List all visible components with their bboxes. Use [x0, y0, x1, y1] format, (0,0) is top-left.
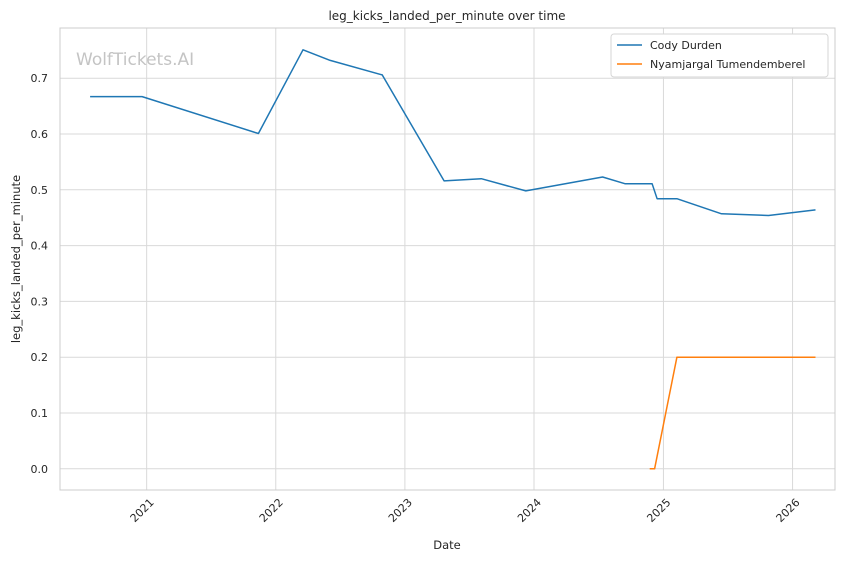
- y-tick-label: 0.4: [31, 240, 49, 253]
- y-axis-title: leg_kicks_landed_per_minute: [9, 175, 23, 343]
- x-tick-label: 2026: [774, 496, 803, 525]
- series-line-nyamjargal-tumendemberel: [649, 356, 816, 470]
- legend: Cody Durden Nyamjargal Tumendemberel: [610, 33, 829, 78]
- y-tick-label: 0.7: [31, 72, 49, 85]
- plot-frame: [59, 27, 836, 491]
- grid-lines: [60, 28, 835, 490]
- x-tick-label: 2024: [515, 496, 544, 525]
- watermark: WolfTickets.AI: [76, 50, 194, 70]
- y-tick-label: 0.0: [31, 463, 49, 476]
- legend-box: [610, 33, 829, 78]
- x-axis-title: Date: [433, 538, 461, 552]
- series-layer: [90, 49, 816, 470]
- x-tick-label: 2023: [386, 496, 415, 525]
- chart-title: leg_kicks_landed_per_minute over time: [328, 9, 565, 23]
- y-tick-label: 0.1: [31, 407, 49, 420]
- y-tick-label: 0.2: [31, 351, 49, 364]
- x-axis-ticks: 2021 2022 2023 2024 2025 2026: [128, 496, 803, 525]
- y-tick-label: 0.3: [31, 295, 49, 308]
- x-tick-label: 2022: [257, 496, 286, 525]
- legend-label-cody-durden: Cody Durden: [650, 39, 722, 52]
- y-tick-label: 0.5: [31, 184, 49, 197]
- y-axis-ticks: 0.0 0.1 0.2 0.3 0.4 0.5 0.6 0.7: [31, 72, 49, 476]
- series-line-cody-durden: [90, 49, 816, 217]
- plot-area: [60, 28, 835, 490]
- legend-label-nyamjargal-tumendemberel: Nyamjargal Tumendemberel: [650, 58, 805, 71]
- x-tick-label: 2025: [644, 496, 673, 525]
- y-tick-label: 0.6: [31, 128, 49, 141]
- x-tick-label: 2021: [128, 496, 157, 525]
